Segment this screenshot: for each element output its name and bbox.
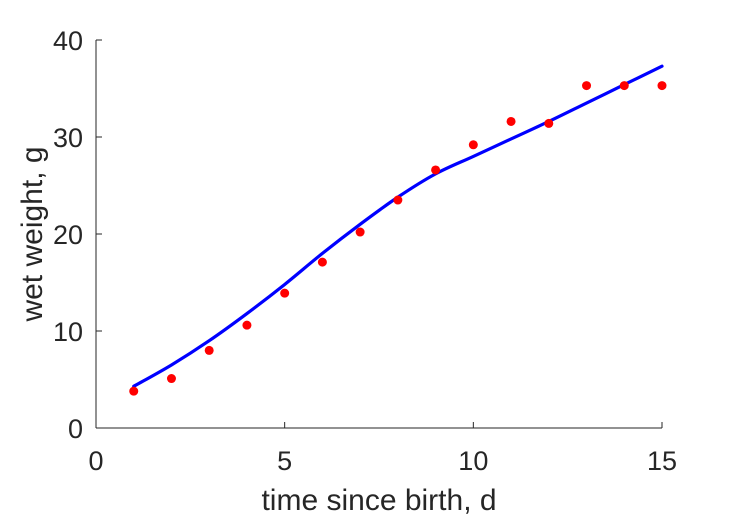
data-point <box>204 345 214 355</box>
fit-line-layer <box>132 64 664 388</box>
data-point <box>431 165 441 175</box>
x-tick-label: 10 <box>458 446 488 476</box>
axes <box>95 39 663 429</box>
data-point <box>582 81 592 91</box>
y-tick-label: 0 <box>68 414 83 444</box>
data-point <box>619 81 629 91</box>
y-axis-label: wet weight, g <box>16 146 49 322</box>
fit-line <box>132 64 664 388</box>
x-tick-label: 0 <box>88 446 103 476</box>
y-tick-label: 10 <box>53 317 83 347</box>
data-point <box>544 118 554 128</box>
data-point <box>129 386 139 396</box>
data-point <box>657 81 667 91</box>
data-point <box>242 320 252 330</box>
data-point <box>355 227 365 237</box>
y-tick-label: 30 <box>53 123 83 153</box>
data-point <box>506 116 516 126</box>
x-axis-label: time since birth, d <box>261 484 496 517</box>
x-tick-label: 5 <box>277 446 292 476</box>
data-point <box>468 140 478 150</box>
data-point <box>393 195 403 205</box>
data-point <box>280 288 290 298</box>
y-tick-label: 20 <box>53 220 83 250</box>
data-points-layer <box>129 81 667 396</box>
y-tick-label: 40 <box>53 26 83 56</box>
data-point <box>317 257 327 267</box>
x-tick-label: 15 <box>647 446 677 476</box>
tick-labels: 0 5 10 15 0 10 20 30 40 <box>53 26 677 476</box>
data-point <box>166 374 176 384</box>
